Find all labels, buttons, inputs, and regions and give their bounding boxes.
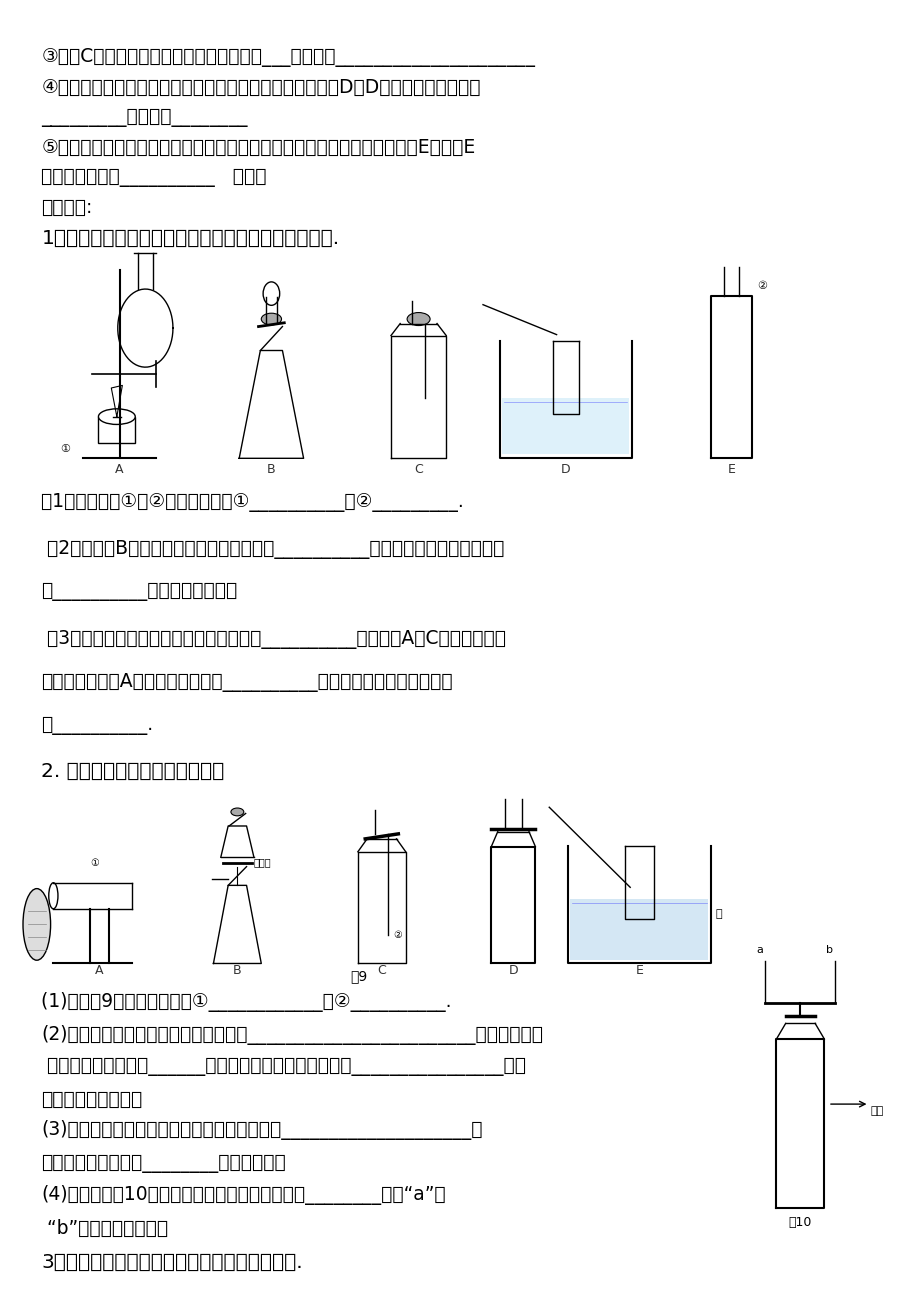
Text: 3、根据如图装置，结合所学化学知识回答问题.: 3、根据如图装置，结合所学化学知识回答问题.	[41, 1253, 302, 1272]
Text: 是__________.: 是__________.	[41, 716, 153, 736]
Text: ④为了验证硫化氢的水溶液呈酸性，可以将该气体通入装置D，D中所盛的试剂应该是: ④为了验证硫化氢的水溶液呈酸性，可以将该气体通入装置D，D中所盛的试剂应该是	[41, 78, 481, 98]
Ellipse shape	[407, 312, 430, 326]
Text: D: D	[508, 963, 517, 976]
Text: B: B	[233, 963, 242, 976]
Text: ②: ②	[756, 281, 766, 292]
Text: E: E	[727, 462, 734, 475]
Text: (4)若用水将图10所示的氧气从瓶内排出，水须从________（填“a”或: (4)若用水将图10所示的氧气从瓶内排出，水须从________（填“a”或	[41, 1185, 446, 1204]
Text: ①: ①	[90, 858, 99, 868]
Text: 水: 水	[715, 909, 721, 919]
Bar	[570, 898, 708, 960]
Text: （1）图中标有①、②的仪器名称：①__________；②_________.: （1）图中标有①、②的仪器名称：①__________；②_________.	[41, 493, 476, 513]
Text: 集氧气，则要对A装置进行的改进是__________．证明氧气已收集满的方法: 集氧气，则要对A装置进行的改进是__________．证明氧气已收集满的方法	[41, 673, 452, 693]
Text: 图9: 图9	[350, 970, 367, 983]
Text: 2. 根据下列实验要求回答问题。: 2. 根据下列实验要求回答问题。	[41, 762, 224, 781]
Text: (1)写出图9中仪器的名称：①____________；②__________.: (1)写出图9中仪器的名称：①____________；②__________.	[41, 992, 463, 1012]
Text: ③若用C装置收集硫化氢气体，进气口应为___，原因是_____________________: ③若用C装置收集硫化氢气体，进气口应为___，原因是______________…	[41, 48, 535, 68]
Text: 1、根据所学知识并结合如图所示的装置回答下列问题.: 1、根据所学知识并结合如图所示的装置回答下列问题.	[41, 229, 339, 249]
Text: a: a	[755, 945, 762, 956]
Text: b: b	[825, 945, 833, 956]
Text: （2）用装置B制取一种气体的化学方程式为__________；该气体收集方法可选用图: （2）用装置B制取一种气体的化学方程式为__________；该气体收集方法可选…	[41, 540, 505, 560]
Text: C: C	[377, 963, 386, 976]
Text: 图10: 图10	[788, 1216, 811, 1229]
Text: E: E	[635, 963, 642, 976]
Text: ①: ①	[60, 444, 70, 454]
Text: （3）用高锴酸龾制取氧气的化学方程式为__________．若选择A和C装置制取并收: （3）用高锴酸龾制取氧气的化学方程式为__________．若选择A和C装置制取…	[41, 630, 505, 650]
Text: B: B	[267, 462, 276, 475]
Ellipse shape	[231, 809, 244, 816]
Text: （填标号，下同）和______组合。检验二氧化碳的原理为________________（用: （填标号，下同）和______组合。检验二氧化碳的原理为____________…	[41, 1057, 526, 1077]
Text: (2)实验室制取二氧化碳的化学方程式为________________________，制取装置为: (2)实验室制取二氧化碳的化学方程式为_____________________…	[41, 1025, 543, 1044]
Text: 随堂巩固:: 随堂巩固:	[41, 198, 93, 217]
Bar	[98, 417, 135, 443]
Text: 氧气: 氧气	[869, 1105, 882, 1116]
Text: (3)实验室用高锴酸龾制取氧气的化学方程式为____________________，: (3)实验室用高锴酸龾制取氧气的化学方程式为__________________…	[41, 1120, 482, 1139]
Ellipse shape	[49, 883, 58, 909]
Bar	[502, 398, 629, 454]
Text: 中的试剂应该为__________   溶液。: 中的试剂应该为__________ 溶液。	[41, 168, 267, 187]
Text: A: A	[115, 462, 124, 475]
Text: _________，现象是________: _________，现象是________	[41, 108, 247, 128]
Text: ②: ②	[392, 930, 402, 940]
Ellipse shape	[98, 409, 135, 424]
Text: 化学方程式表示）。: 化学方程式表示）。	[41, 1090, 142, 1109]
Text: 止水夹: 止水夹	[254, 857, 271, 867]
Text: A: A	[95, 963, 104, 976]
Text: ⑤做上述实验时，为了防止多余的硫化氢逢出污染环境，可以将其通入装置E吸收，E: ⑤做上述实验时，为了防止多余的硫化氢逢出污染环境，可以将其通入装置E吸收，E	[41, 138, 475, 158]
Text: 中__________．（填图中标号）: 中__________．（填图中标号）	[41, 582, 237, 602]
Ellipse shape	[261, 314, 281, 326]
Ellipse shape	[23, 888, 51, 961]
Text: D: D	[561, 462, 570, 475]
Ellipse shape	[263, 281, 279, 305]
Text: “b”）端导管口通入。: “b”）端导管口通入。	[41, 1219, 168, 1238]
Text: 可选用的发生装置为________（填标号）。: 可选用的发生装置为________（填标号）。	[41, 1154, 286, 1173]
Text: C: C	[414, 462, 423, 475]
